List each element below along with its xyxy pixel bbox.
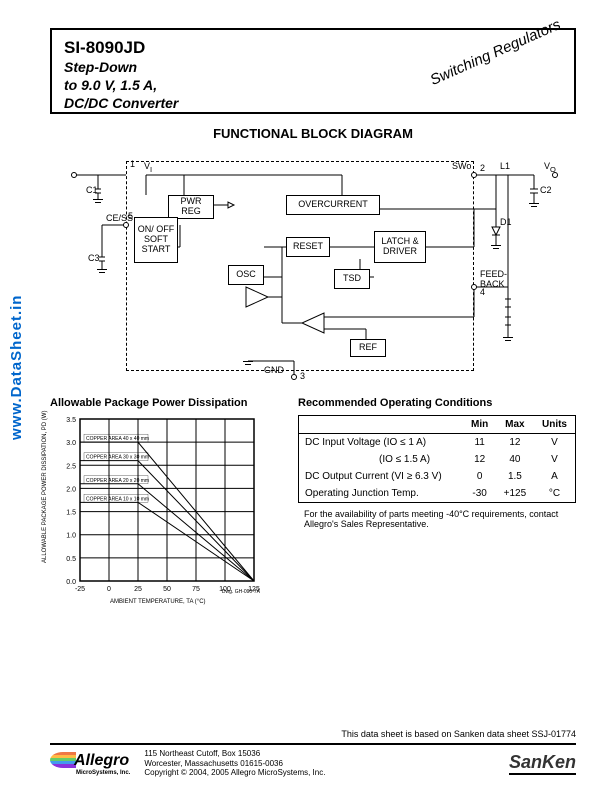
gnd-icon: [93, 199, 103, 207]
svg-text:3.5: 3.5: [66, 417, 76, 424]
svg-text:COPPER AREA 40 x 40 mm: COPPER AREA 40 x 40 mm: [86, 436, 149, 442]
block-overcurrent: OVERCURRENT: [286, 195, 380, 215]
label-feedback: FEED-BACK: [480, 269, 516, 289]
svg-text:2.0: 2.0: [66, 486, 76, 493]
comp-l1: L1: [500, 161, 510, 171]
gnd-icon: [529, 203, 539, 211]
chart-section: Allowable Package Power Dissipation -250…: [50, 397, 280, 603]
label-vo: VO: [544, 161, 556, 174]
block-reset: RESET: [286, 237, 330, 257]
footer: This data sheet is based on Sanken data …: [50, 729, 576, 778]
pin-num-2: 2: [480, 163, 485, 173]
chart-dwg-note: Dwg. GH-090-7A: [222, 589, 260, 595]
pin-vi: [71, 172, 77, 178]
allegro-stripes-icon: [50, 752, 76, 768]
pin-num-3: 3: [300, 371, 305, 381]
comp-c2: C2: [540, 185, 552, 195]
svg-text:-25: -25: [75, 586, 85, 593]
svg-text:1.5: 1.5: [66, 510, 76, 517]
svg-text:COPPER AREA 30 x 30 mm: COPPER AREA 30 x 30 mm: [86, 455, 149, 461]
block-on-off: ON/ OFF SOFT START: [134, 217, 178, 263]
gnd-icon: [503, 337, 513, 345]
svg-text:1.0: 1.0: [66, 533, 76, 540]
table-header: Max: [496, 416, 534, 434]
gnd-icon: [97, 269, 107, 277]
pin-num-1: 1: [130, 159, 135, 169]
svg-text:25: 25: [134, 586, 142, 593]
label-swo: SWo: [452, 161, 471, 171]
subtitle-3: DC/DC Converter: [64, 94, 562, 112]
table-title: Recommended Operating Conditions: [298, 397, 576, 409]
chart-title: Allowable Package Power Dissipation: [50, 397, 280, 409]
diagram-title: FUNCTIONAL BLOCK DIAGRAM: [50, 126, 576, 141]
block-diagram: PWR REG OVERCURRENT ON/ OFF SOFT START R…: [68, 147, 558, 387]
header-box: SI-8090JD Step-Down to 9.0 V, 1.5 A, DC/…: [50, 28, 576, 114]
block-ref: REF: [350, 339, 386, 357]
block-tsd: TSD: [334, 269, 370, 289]
label-gnd: GND: [264, 365, 284, 375]
table-header: [299, 416, 464, 434]
svg-text:3.0: 3.0: [66, 440, 76, 447]
chart-ylabel: ALLOWABLE PACKAGE POWER DISSIPATION, PD …: [42, 411, 48, 563]
chart-xlabel: AMBIENT TEMPERATURE, TA (°C): [110, 599, 206, 605]
table-row: DC Output Current (VI ≥ 6.3 V)01.5A: [299, 468, 576, 485]
sanken-logo: SanKen: [509, 752, 576, 775]
footer-address: 115 Northeast Cutoff, Box 15036 Worceste…: [144, 749, 325, 778]
svg-text:0.0: 0.0: [66, 579, 76, 586]
pin-feedback: [471, 284, 477, 290]
svg-text:0.5: 0.5: [66, 556, 76, 563]
svg-text:50: 50: [163, 586, 171, 593]
svg-text:75: 75: [192, 586, 200, 593]
svg-text:COPPER AREA 10 x 10 mm: COPPER AREA 10 x 10 mm: [86, 496, 149, 502]
footer-source-note: This data sheet is based on Sanken data …: [50, 729, 576, 739]
block-osc: OSC: [228, 265, 264, 285]
subtitle-2: to 9.0 V, 1.5 A,: [64, 76, 562, 94]
watermark-url: www.DataSheet.in: [8, 295, 25, 440]
pin-gnd: [291, 374, 297, 380]
table-header: Min: [463, 416, 495, 434]
svg-text:0: 0: [107, 586, 111, 593]
pin-swo: [471, 172, 477, 178]
allegro-logo: AllegroMicroSystems, Inc.: [50, 752, 130, 776]
table-row: (IO ≤ 1.5 A)1240V: [299, 451, 576, 468]
table-row: DC Input Voltage (IO ≤ 1 A)1112V: [299, 434, 576, 452]
table-row: Operating Junction Temp.-30+125°C: [299, 485, 576, 503]
block-pwr-reg: PWR REG: [168, 195, 214, 219]
table-section: Recommended Operating Conditions MinMaxU…: [298, 397, 576, 603]
table-header: Units: [534, 416, 576, 434]
comp-d1: D1: [500, 217, 512, 227]
pin-num-4: 4: [480, 287, 485, 297]
conditions-table: MinMaxUnits DC Input Voltage (IO ≤ 1 A)1…: [298, 415, 576, 503]
comp-c1: C1: [86, 185, 98, 195]
svg-text:COPPER AREA 20 x 20 mm: COPPER AREA 20 x 20 mm: [86, 478, 149, 484]
block-latch: LATCH & DRIVER: [374, 231, 426, 263]
label-vi: VI: [144, 161, 152, 174]
gnd-icon: [491, 245, 501, 253]
comp-c3: C3: [88, 253, 100, 263]
table-note: For the availability of parts meeting -4…: [298, 509, 576, 529]
gnd-icon: [243, 361, 253, 369]
svg-text:2.5: 2.5: [66, 463, 76, 470]
label-cess: CE/SS: [106, 213, 133, 223]
power-chart: -2502550751001250.00.51.01.52.02.53.03.5…: [50, 413, 260, 603]
